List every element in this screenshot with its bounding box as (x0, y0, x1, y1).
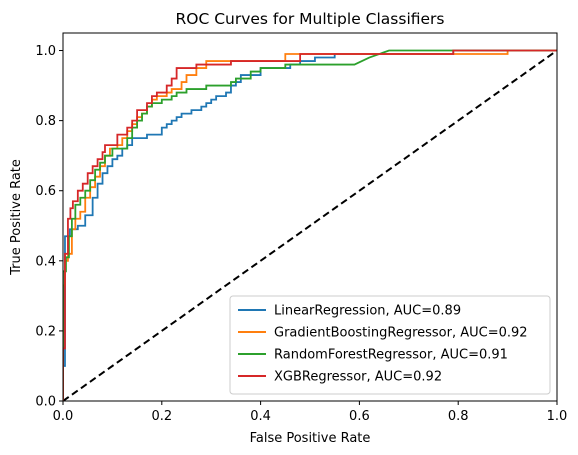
chart-title: ROC Curves for Multiple Classifiers (175, 10, 444, 28)
x-tick-label: 0.2 (151, 409, 172, 424)
series-line-2 (63, 49, 557, 401)
x-tick-label: 0.8 (448, 409, 469, 424)
legend-entry-2: RandomForestRegressor, AUC=0.91 (274, 348, 508, 363)
legend-entry-1: GradientBoostingRegressor, AUC=0.92 (274, 326, 528, 341)
x-tick-label: 0.6 (349, 409, 370, 424)
y-tick-label: 0.8 (35, 114, 56, 129)
y-tick-label: 0.4 (35, 254, 56, 269)
x-axis-label: False Positive Rate (250, 431, 371, 446)
legend: LinearRegression, AUC=0.89 GradientBoosti… (229, 295, 551, 395)
chance-reference-line (63, 49, 557, 401)
legend-box (229, 295, 551, 395)
y-tick-label: 0.6 (35, 184, 56, 199)
axes-layer (62, 32, 558, 402)
legend-entry-0: LinearRegression, AUC=0.89 (274, 304, 461, 319)
legend-entry-3: XGBRegressor, AUC=0.92 (274, 370, 442, 385)
y-tick-label: 0.2 (35, 324, 56, 339)
y-tick-label: 1.0 (35, 44, 56, 59)
x-tick-label: 1.0 (547, 409, 568, 424)
series-line-0 (63, 49, 557, 401)
series-layer (63, 49, 557, 401)
x-tick-label: 0.4 (250, 409, 271, 424)
series-line-3 (63, 49, 557, 401)
axes-frame (62, 32, 558, 402)
series-clip-group (63, 49, 557, 401)
x-tick-label: 0.0 (53, 409, 74, 424)
y-tick-label: 0.0 (35, 395, 56, 410)
y-axis-label: True Positive Rate (9, 159, 24, 276)
ticks-layer: 0.0 0.2 0.4 0.6 0.8 1.0 0.0 0.2 0.4 0.6 0.8 1.0 (35, 44, 567, 424)
